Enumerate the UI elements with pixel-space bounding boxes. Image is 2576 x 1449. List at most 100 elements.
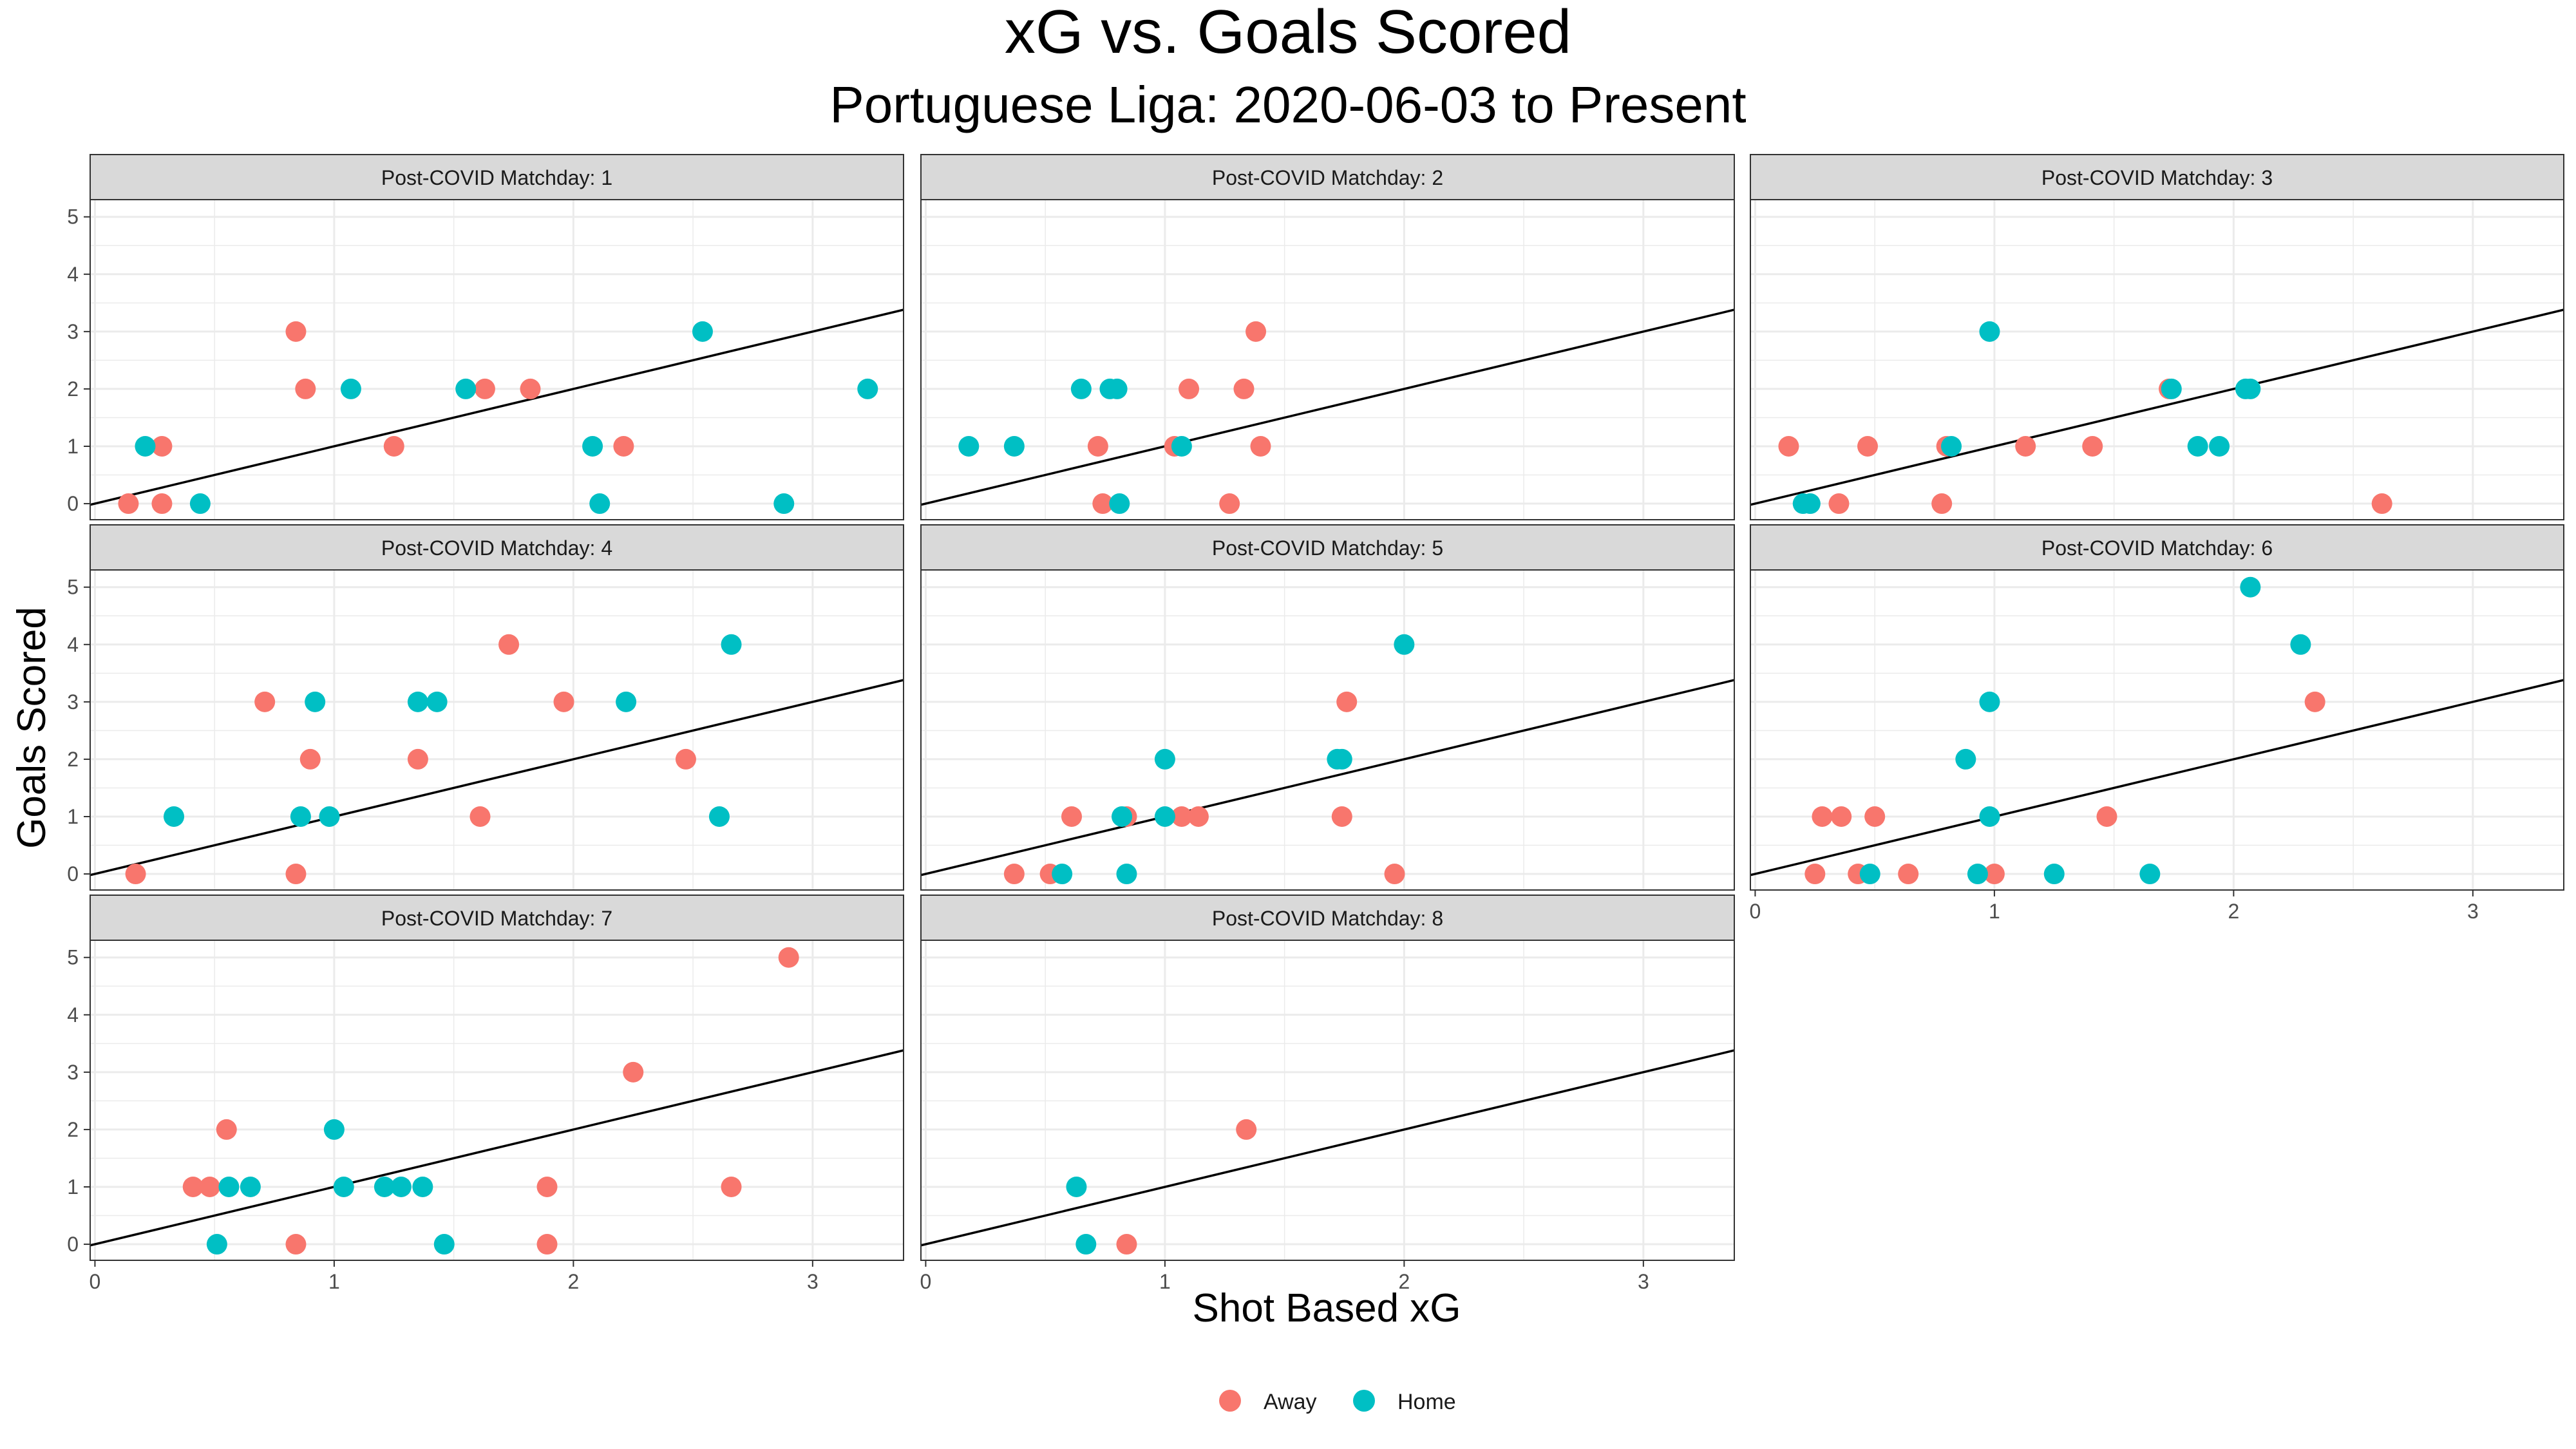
away-point (474, 378, 495, 399)
away-point (1331, 806, 1352, 827)
home-point (206, 1234, 227, 1255)
x-tick-label: 3 (1638, 1270, 1649, 1293)
home-point (1066, 1176, 1087, 1197)
facet-strip (1750, 524, 2564, 571)
reference-line (90, 1049, 904, 1247)
away-point (1116, 1234, 1137, 1255)
x-tick-label: 0 (1750, 900, 1761, 923)
panel-background (90, 570, 904, 890)
away-point (2082, 435, 2103, 457)
x-axis-label: Shot Based xG (1192, 1286, 1461, 1331)
home-point (2161, 378, 2182, 399)
facet-strip (920, 895, 1735, 941)
reference-line (921, 308, 1734, 506)
home-point (1967, 864, 1988, 885)
away-point (2304, 691, 2325, 712)
facet-strip-label: Post-COVID Matchday: 2 (1212, 166, 1443, 189)
home-point (2043, 864, 2065, 885)
panel-background (921, 940, 1734, 1260)
facet-strip-label: Post-COVID Matchday: 1 (381, 166, 612, 189)
away-point (2371, 493, 2392, 515)
home-point (2139, 864, 2161, 885)
home-point (333, 1176, 354, 1197)
away-point (1864, 806, 1886, 827)
x-tick-label: 1 (1989, 900, 2000, 923)
away-point (1003, 864, 1025, 885)
home-point (2240, 378, 2261, 399)
facet-strip-label: Post-COVID Matchday: 5 (1212, 536, 1443, 560)
panel-border (1750, 569, 2564, 891)
panel-border (90, 199, 904, 520)
home-point (1154, 806, 1175, 827)
home-point (1394, 634, 1415, 655)
home-point (1979, 806, 2000, 827)
home-point (1052, 864, 1073, 885)
home-point (426, 691, 448, 712)
away-point (2096, 806, 2117, 827)
home-point (1075, 1234, 1097, 1255)
x-tick-label: 0 (90, 1270, 101, 1293)
away-point (118, 493, 139, 515)
y-tick-label: 5 (67, 946, 79, 969)
home-point (1070, 378, 1092, 399)
home-point (305, 691, 326, 712)
away-point (1179, 378, 1200, 399)
home-point (390, 1176, 412, 1197)
x-tick-label: 2 (567, 1270, 579, 1293)
away-point (553, 691, 574, 712)
away-point (125, 864, 146, 885)
y-tick-label: 4 (67, 633, 79, 656)
away-point (675, 748, 696, 770)
x-tick-label: 2 (2228, 900, 2239, 923)
panel-background (921, 570, 1734, 890)
away-point (1812, 806, 1833, 827)
home-point (1941, 435, 1962, 457)
facet-strip-label: Post-COVID Matchday: 3 (2041, 166, 2273, 189)
home-point (455, 378, 477, 399)
chart-title: xG vs. Goals Scored (1005, 0, 1571, 66)
legend-key-away (1219, 1390, 1241, 1412)
y-tick-label: 0 (67, 862, 79, 886)
home-point (857, 378, 878, 399)
away-point (295, 378, 316, 399)
away-point (285, 864, 307, 885)
home-point (2240, 576, 2261, 598)
home-point (1331, 748, 1352, 770)
away-point (469, 806, 491, 827)
away-point (1778, 435, 1799, 457)
home-point (189, 493, 211, 515)
away-point (1857, 435, 1879, 457)
x-tick-label: 3 (2467, 900, 2479, 923)
y-tick-label: 4 (67, 263, 79, 286)
facet-strip (920, 524, 1735, 571)
x-tick-label: 0 (920, 1270, 932, 1293)
away-point (1831, 806, 1852, 827)
facet-panel: Post-COVID Matchday: 6 0 1 2 3 (1750, 524, 2564, 923)
away-point (383, 435, 404, 457)
home-point (1003, 435, 1025, 457)
away-point (151, 435, 173, 457)
panel-background (90, 200, 904, 520)
away-point (407, 748, 428, 770)
legend-label-home: Home (1397, 1390, 1456, 1414)
y-tick-label: 5 (67, 576, 79, 599)
panel-background (90, 940, 904, 1260)
y-tick-label: 3 (67, 1061, 79, 1084)
facet-panel: Post-COVID Matchday: 7 0 1 2 3 4 5 0 1 2 3 (67, 895, 904, 1293)
panel-background (1750, 200, 2564, 520)
panel-background (1750, 570, 2564, 890)
reference-line (1750, 679, 2564, 876)
home-point (135, 435, 156, 457)
away-point (199, 1176, 220, 1197)
home-point (958, 435, 980, 457)
away-point (2015, 435, 2036, 457)
home-point (290, 806, 311, 827)
facet-strip-label: Post-COVID Matchday: 6 (2041, 536, 2273, 560)
facet-panel: Post-COVID Matchday: 2 (920, 154, 1735, 520)
facet-strip-label: Post-COVID Matchday: 4 (381, 536, 612, 560)
y-tick-label: 3 (67, 320, 79, 343)
facet-strip (90, 895, 904, 941)
home-point (1979, 321, 2000, 342)
away-point (520, 378, 541, 399)
